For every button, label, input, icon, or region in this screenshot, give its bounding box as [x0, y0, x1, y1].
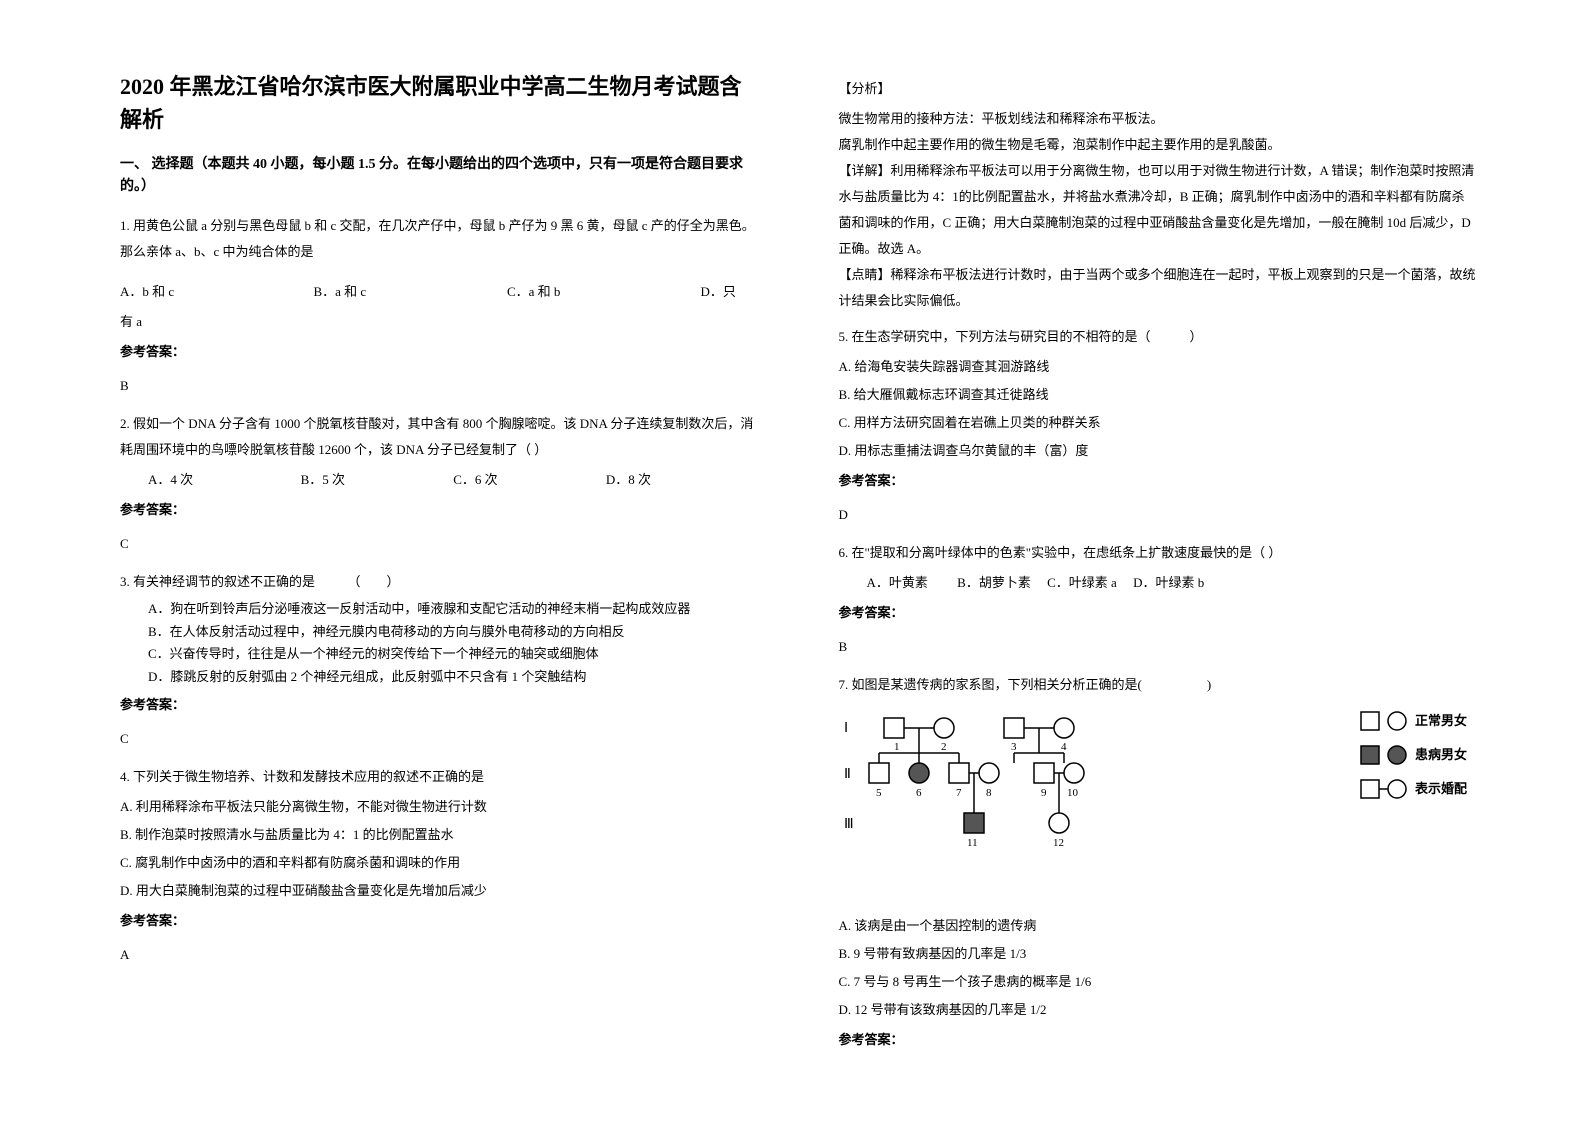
q7-optA: A. 该病是由一个基因控制的遗传病: [839, 913, 1478, 939]
legend-normal: 正常男女: [1415, 708, 1467, 734]
answer-label: 参考答案：: [839, 1027, 1478, 1053]
q7-optD: D. 12 号带有该致病基因的几率是 1/2: [839, 997, 1478, 1023]
q1-optD-cont: 有 a: [120, 309, 759, 335]
svg-text:2: 2: [941, 741, 947, 753]
q7-optB: B. 9 号带有致病基因的几率是 1/3: [839, 941, 1478, 967]
svg-text:4: 4: [1061, 741, 1067, 753]
answer-label: 参考答案：: [120, 339, 759, 365]
svg-text:9: 9: [1041, 787, 1047, 799]
q1-optC: C．a 和 b: [507, 279, 700, 305]
svg-text:12: 12: [1053, 837, 1064, 849]
q1-optD: D．只: [700, 279, 758, 305]
section-header: 一、 选择题（本题共 40 小题，每小题 1.5 分。在每小题给出的四个选项中，…: [120, 154, 759, 199]
q1-answer: B: [120, 373, 759, 399]
q4-optB: B. 制作泡菜时按照清水与盐质量比为 4：1 的比例配置盐水: [120, 822, 759, 848]
analysis-block: 【分析】 微生物常用的接种方法：平板划线法和稀释涂布平板法。 腐乳制作中起主要作…: [839, 76, 1478, 314]
point-label: 【点睛】: [839, 267, 891, 282]
svg-text:1: 1: [894, 741, 900, 753]
svg-text:Ⅱ: Ⅱ: [844, 767, 851, 782]
pedigree-svg: 1 2 3 4: [839, 708, 1259, 888]
detail-label: 【详解】: [839, 163, 891, 178]
svg-text:7: 7: [956, 787, 962, 799]
question-5: 5. 在生态学研究中，下列方法与研究目的不相符的是（ ） A. 给海龟安装失踪器…: [839, 324, 1478, 528]
legend-marriage: 表示婚配: [1415, 776, 1467, 802]
q5-text: 5. 在生态学研究中，下列方法与研究目的不相符的是（ ）: [839, 324, 1478, 350]
q7-optC: C. 7 号与 8 号再生一个孩子患病的概率是 1/6: [839, 969, 1478, 995]
q3-answer: C: [120, 726, 759, 752]
exam-title: 2020 年黑龙江省哈尔滨市医大附属职业中学高二生物月考试题含解析: [120, 70, 759, 136]
legend-affected: 患病男女: [1415, 742, 1467, 768]
q4-answer: A: [120, 942, 759, 968]
answer-label: 参考答案：: [120, 692, 759, 718]
detail-text: 利用稀释涂布平板法可以用于分离微生物，也可以用于对微生物进行计数，A 错误；制作…: [839, 163, 1475, 256]
svg-text:Ⅲ: Ⅲ: [844, 817, 854, 832]
svg-text:5: 5: [876, 787, 882, 799]
q7-text: 7. 如图是某遗传病的家系图，下列相关分析正确的是( ): [839, 672, 1478, 698]
question-7: 7. 如图是某遗传病的家系图，下列相关分析正确的是( ) 1: [839, 672, 1478, 1053]
q3-text: 3. 有关神经调节的叙述不正确的是 （ ）: [120, 569, 759, 595]
q6-answer: B: [839, 634, 1478, 660]
q2-optD: D．8 次: [606, 467, 759, 493]
q3-optC: C．兴奋传导时，往往是从一个神经元的树突传给下一个神经元的轴突或细胞体: [148, 644, 759, 665]
q2-optC: C．6 次: [453, 467, 606, 493]
question-6: 6. 在"提取和分离叶绿体中的色素"实验中，在虑纸条上扩散速度最快的是（ ） A…: [839, 540, 1478, 660]
q1-optB: B．a 和 c: [313, 279, 506, 305]
svg-text:8: 8: [986, 787, 992, 799]
question-1: 1. 用黄色公鼠 a 分别与黑色母鼠 b 和 c 交配，在几次产仔中，母鼠 b …: [120, 213, 759, 399]
svg-text:Ⅰ: Ⅰ: [844, 721, 848, 736]
q5-optD: D. 用标志重捕法调查乌尔黄鼠的丰（富）度: [839, 438, 1478, 464]
q6-optC: C．叶绿素 a: [1047, 575, 1117, 590]
point-text: 稀释涂布平板法进行计数时，由于当两个或多个细胞连在一起时，平板上观察到的只是一个…: [839, 267, 1476, 308]
pedigree-diagram: 1 2 3 4: [839, 708, 1478, 897]
q5-optA: A. 给海龟安装失踪器调查其洄游路线: [839, 354, 1478, 380]
q2-optB: B．5 次: [301, 467, 454, 493]
pedigree-legend: 正常男女 患病男女 表示婚配: [1359, 708, 1467, 810]
q5-answer: D: [839, 502, 1478, 528]
svg-text:11: 11: [967, 837, 978, 849]
question-2: 2. 假如一个 DNA 分子含有 1000 个脱氧核苷酸对，其中含有 800 个…: [120, 411, 759, 557]
answer-label: 参考答案：: [120, 908, 759, 934]
svg-text:3: 3: [1011, 741, 1017, 753]
q5-optC: C. 用样方法研究固着在岩礁上贝类的种群关系: [839, 410, 1478, 436]
question-4: 4. 下列关于微生物培养、计数和发酵技术应用的叙述不正确的是 A. 利用稀释涂布…: [120, 764, 759, 968]
q6-optB: B．胡萝卜素: [957, 575, 1031, 590]
q4-text: 4. 下列关于微生物培养、计数和发酵技术应用的叙述不正确的是: [120, 764, 759, 790]
analysis-label: 【分析】: [839, 76, 1478, 102]
q2-text: 2. 假如一个 DNA 分子含有 1000 个脱氧核苷酸对，其中含有 800 个…: [120, 411, 759, 463]
question-3: 3. 有关神经调节的叙述不正确的是 （ ） A．狗在听到铃声后分泌唾液这一反射活…: [120, 569, 759, 752]
q3-optA: A．狗在听到铃声后分泌唾液这一反射活动中，唾液腺和支配它活动的神经末梢一起构成效…: [148, 599, 759, 620]
svg-text:6: 6: [916, 787, 922, 799]
analysis-text1: 微生物常用的接种方法：平板划线法和稀释涂布平板法。: [839, 106, 1478, 132]
q6-optA: A．叶黄素: [867, 575, 928, 590]
answer-label: 参考答案：: [839, 600, 1478, 626]
q6-text: 6. 在"提取和分离叶绿体中的色素"实验中，在虑纸条上扩散速度最快的是（ ）: [839, 540, 1478, 566]
answer-label: 参考答案：: [839, 468, 1478, 494]
q2-answer: C: [120, 531, 759, 557]
q6-optD: D．叶绿素 b: [1133, 575, 1204, 590]
answer-label: 参考答案：: [120, 497, 759, 523]
svg-text:10: 10: [1067, 787, 1079, 799]
q3-optB: B．在人体反射活动过程中，神经元膜内电荷移动的方向与膜外电荷移动的方向相反: [148, 622, 759, 643]
q4-optA: A. 利用稀释涂布平板法只能分离微生物，不能对微生物进行计数: [120, 794, 759, 820]
q4-optC: C. 腐乳制作中卤汤中的酒和辛料都有防腐杀菌和调味的作用: [120, 850, 759, 876]
q5-optB: B. 给大雁佩戴标志环调查其迁徙路线: [839, 382, 1478, 408]
q3-optD: D．膝跳反射的反射弧由 2 个神经元组成，此反射弧中不只含有 1 个突触结构: [148, 667, 759, 688]
q1-optA: A．b 和 c: [120, 279, 313, 305]
q1-text: 1. 用黄色公鼠 a 分别与黑色母鼠 b 和 c 交配，在几次产仔中，母鼠 b …: [120, 213, 759, 265]
q2-optA: A．4 次: [148, 467, 301, 493]
analysis-text2: 腐乳制作中起主要作用的微生物是毛霉，泡菜制作中起主要作用的是乳酸菌。: [839, 132, 1478, 158]
q4-optD: D. 用大白菜腌制泡菜的过程中亚硝酸盐含量变化是先增加后减少: [120, 878, 759, 904]
